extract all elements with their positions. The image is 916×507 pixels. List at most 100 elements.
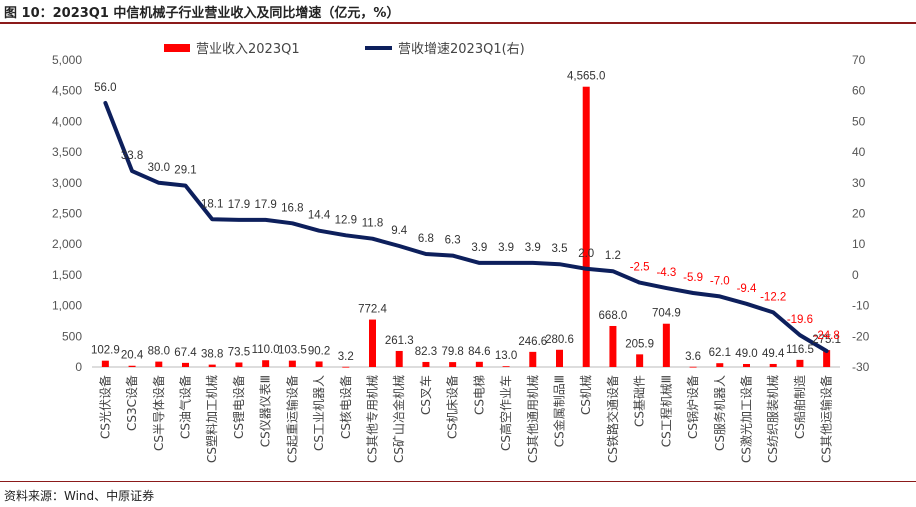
category-label: CS工程机械Ⅲ [658, 375, 673, 447]
category-label: CS核电设备 [339, 375, 353, 439]
category-label: CS塑料加工机械 [204, 375, 219, 463]
bar [823, 350, 831, 367]
category-label: CS矿山冶金机械 [391, 375, 406, 463]
bar-value-label: 110.0 [252, 344, 280, 356]
y-left-tick: 1,000 [52, 299, 82, 313]
line-value-label: 12.9 [335, 214, 357, 226]
y-right-tick: 10 [852, 237, 866, 251]
line-value-label: -4.3 [656, 267, 676, 279]
bar [556, 349, 563, 367]
y-right-tick: 30 [852, 176, 866, 190]
line-value-label: -2.5 [630, 262, 650, 274]
category-label: CS锅炉设备 [685, 375, 700, 439]
bar-value-label: 103.5 [278, 345, 307, 357]
line-value-label: -7.0 [710, 275, 730, 287]
bar [582, 86, 590, 368]
category-label: CS锂电设备 [231, 375, 246, 439]
bar [609, 325, 617, 367]
category-label: CS金属制品Ⅲ [552, 375, 567, 447]
legend-bar-label: 营业收入2023Q1 [196, 42, 300, 57]
y-right-tick: -10 [852, 299, 870, 313]
line-value-label: 30.0 [148, 162, 170, 174]
bar-value-label: 704.9 [652, 308, 681, 320]
line-value-label: 9.4 [391, 225, 408, 237]
bar-value-label: 49.0 [735, 348, 757, 360]
category-label: CS船舶制造 [792, 375, 807, 439]
bar-series [101, 86, 831, 368]
category-label: CS油气设备 [178, 375, 193, 439]
bar [475, 361, 483, 367]
y-left-tick: 1,500 [52, 268, 82, 282]
line-value-label: 6.3 [445, 235, 461, 247]
bar-value-label: 4,565.0 [567, 71, 605, 83]
bar-value-label: 275.1 [812, 334, 841, 346]
bar-value-label: 772.4 [358, 304, 387, 316]
line-series [103, 101, 829, 353]
category-label: CS其他专用机械 [365, 375, 380, 463]
bar-value-label: 20.4 [121, 350, 144, 362]
bar-value-label: 261.3 [385, 335, 414, 347]
bar-value-label: 102.9 [91, 345, 120, 357]
bar [449, 362, 457, 367]
line-value-label: -24.8 [814, 330, 840, 342]
line-value-label: 3.9 [498, 242, 514, 254]
bar-value-label: 73.5 [228, 346, 250, 358]
bar-value-label: 84.6 [468, 346, 490, 358]
bar-value-label: 88.0 [148, 346, 170, 358]
category-label: CS纺织服装机械 [765, 375, 780, 463]
bar [101, 360, 109, 367]
category-label: CS叉车 [418, 375, 433, 415]
y-right-tick: 50 [852, 114, 866, 128]
y-left-tick: 4,000 [52, 114, 82, 128]
bar-value-label: 79.8 [441, 346, 463, 358]
line-value-label: 3.5 [552, 243, 568, 255]
source-note: 资料来源：Wind、中原证券 [4, 489, 155, 503]
y-left-tick: 5,000 [52, 53, 82, 67]
bar-value-label: 62.1 [709, 347, 731, 359]
bar [689, 366, 697, 368]
bar [529, 351, 537, 367]
line-value-label: 1.2 [605, 250, 621, 262]
y-right-tick: 60 [852, 84, 866, 98]
category-label: CS其他通用机械 [525, 375, 540, 463]
top-rule [0, 22, 916, 24]
bar [182, 362, 189, 367]
line-value-label: 2.0 [578, 248, 594, 260]
bar-value-label: 280.6 [545, 334, 574, 346]
y-left-tick: 3,500 [52, 145, 82, 159]
bar [769, 363, 777, 367]
line-value-label: 3.9 [471, 242, 487, 254]
legend-bar-swatch [164, 44, 190, 52]
line-value-label: 18.1 [201, 198, 223, 210]
line-value-label: 17.9 [228, 199, 250, 211]
line-value-label: 29.1 [174, 165, 196, 177]
line-value-label: 3.9 [525, 242, 541, 254]
line-value-label: 14.4 [308, 210, 331, 222]
bar [128, 365, 136, 367]
bar [796, 359, 804, 367]
line-value-label: 6.8 [418, 233, 434, 245]
chart: 营业收入2023Q1 营收增速2023Q1(右) 05001,0001,5002,… [52, 42, 870, 463]
legend: 营业收入2023Q1 营收增速2023Q1(右) [164, 42, 525, 57]
category-label: CS3C设备 [125, 375, 139, 431]
line-value-label: -19.6 [787, 314, 813, 326]
line-value-label: 33.8 [121, 150, 143, 162]
bar-value-label: 3.2 [338, 351, 354, 363]
bar [208, 364, 216, 367]
bottom-rule [0, 481, 916, 482]
line-value-label: -12.2 [760, 291, 786, 303]
y-right-tick: 40 [852, 145, 866, 159]
bar [743, 363, 750, 367]
category-label: CS机床设备 [446, 375, 460, 439]
category-label: CS工业机器人 [312, 375, 326, 451]
line-value-label: -5.9 [683, 272, 703, 284]
figure-title: 图 10：2023Q1 中信机械子行业营业收入及同比增速（亿元，%） [4, 6, 400, 21]
category-label: CS激光加工设备 [740, 375, 754, 463]
bar-value-label: 90.2 [308, 345, 330, 357]
bar [342, 366, 350, 368]
y-left-tick: 0 [75, 360, 82, 374]
axes: 05001,0001,5002,0002,5003,0003,5004,0004… [52, 53, 870, 374]
y-left-tick: 2,500 [52, 207, 82, 221]
legend-line-label: 营收增速2023Q1(右) [398, 42, 525, 57]
bar-value-label: 13.0 [495, 350, 517, 362]
